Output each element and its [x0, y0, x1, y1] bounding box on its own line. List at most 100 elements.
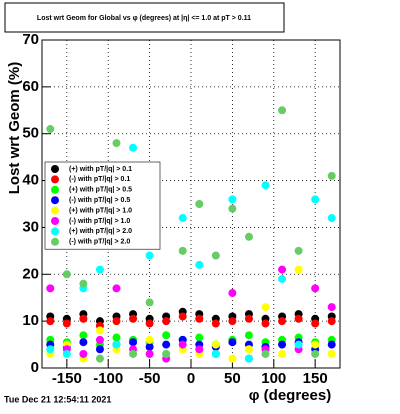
y-tick-label: 40 — [22, 172, 39, 189]
legend-marker — [51, 227, 59, 236]
data-point — [311, 319, 320, 328]
data-point — [145, 251, 154, 260]
footer: Tue Dec 21 12:54:11 2021 — [4, 394, 111, 404]
data-point — [129, 314, 138, 323]
legend-label: (+) with pT/|q| > 1.0 — [69, 207, 132, 214]
legend-label: (-) with pT/|q| > 1.0 — [69, 218, 130, 225]
data-point — [95, 265, 104, 274]
data-point — [278, 317, 287, 326]
data-point — [112, 284, 121, 293]
data-point — [311, 349, 320, 358]
data-point — [327, 171, 336, 180]
data-point — [112, 139, 121, 148]
legend-label: (+) with pT/|q| > 0.1 — [69, 166, 132, 173]
data-point — [244, 232, 253, 241]
data-point — [95, 345, 104, 354]
data-point — [46, 317, 55, 326]
data-point — [278, 349, 287, 358]
data-point — [327, 214, 336, 223]
legend-marker — [51, 165, 59, 173]
x-tick-label: 100 — [261, 370, 286, 387]
y-tick-label: 50 — [22, 125, 39, 142]
y-tick-label: 20 — [22, 265, 39, 282]
data-point — [244, 345, 253, 354]
x-tick-label: -100 — [93, 370, 123, 387]
data-point — [79, 279, 88, 288]
data-point — [327, 340, 336, 349]
data-point — [129, 338, 138, 347]
data-point — [311, 284, 320, 293]
data-point — [294, 246, 303, 255]
legend-label: (+) with pT/|q| > 0.5 — [69, 187, 132, 194]
data-point — [294, 314, 303, 323]
y-tick-label: 30 — [22, 218, 39, 235]
y-tick-label: 10 — [22, 312, 39, 329]
data-point — [261, 181, 270, 190]
x-tick-label: 150 — [303, 370, 328, 387]
data-point — [178, 312, 187, 321]
data-point — [162, 317, 171, 326]
data-point — [195, 314, 204, 323]
data-point — [195, 333, 204, 342]
data-point — [327, 303, 336, 312]
data-point — [129, 143, 138, 152]
data-point — [228, 204, 237, 213]
data-point — [79, 349, 88, 358]
x-axis-label: φ (degrees) — [249, 387, 331, 404]
data-point — [112, 340, 121, 349]
data-point — [112, 333, 121, 342]
data-point — [261, 303, 270, 312]
data-point — [95, 326, 104, 335]
data-point — [228, 289, 237, 298]
data-point — [244, 354, 253, 363]
data-point — [294, 340, 303, 349]
data-point — [195, 200, 204, 208]
data-point — [278, 265, 287, 274]
data-point — [62, 349, 71, 358]
data-point — [145, 342, 154, 351]
data-point — [145, 335, 154, 344]
x-tick-label: -150 — [52, 370, 82, 387]
data-point — [228, 195, 237, 204]
legend-marker — [51, 206, 59, 215]
data-point — [178, 246, 187, 255]
data-point — [145, 349, 154, 358]
data-point — [145, 319, 154, 328]
legend-marker — [51, 185, 59, 194]
data-point — [79, 338, 88, 347]
data-point — [79, 314, 88, 323]
y-axis-label: Lost wrt Geom (%) — [6, 62, 23, 195]
data-point — [228, 354, 237, 363]
data-point — [311, 195, 320, 204]
data-point — [294, 265, 303, 274]
x-tick-label: 50 — [224, 370, 241, 387]
legend-marker — [51, 217, 59, 225]
data-point — [211, 251, 220, 260]
legend-label: (-) with pT/|q| > 0.1 — [69, 176, 130, 183]
data-point — [162, 331, 171, 340]
data-point — [278, 340, 287, 349]
data-point — [46, 284, 55, 293]
data-point — [311, 340, 320, 349]
legend-label: (-) with pT/|q| > 2.0 — [69, 239, 130, 246]
data-point — [211, 340, 220, 349]
data-point — [327, 317, 336, 326]
legend-marker — [51, 237, 59, 246]
data-point — [211, 349, 220, 358]
x-tick-label: -50 — [139, 370, 161, 387]
y-tick-label: 60 — [22, 78, 39, 95]
legend-box — [44, 161, 161, 250]
data-point — [62, 319, 71, 328]
data-point — [129, 349, 138, 358]
data-point — [95, 335, 104, 344]
data-point — [327, 349, 336, 358]
chart-title: Lost wrt Geom for Global vs φ (degrees) … — [37, 15, 251, 22]
data-point — [278, 274, 287, 283]
data-point — [278, 106, 287, 115]
x-tick-label: 0 — [187, 370, 195, 387]
data-point — [195, 345, 204, 354]
data-point — [162, 340, 171, 349]
data-point — [244, 314, 253, 323]
